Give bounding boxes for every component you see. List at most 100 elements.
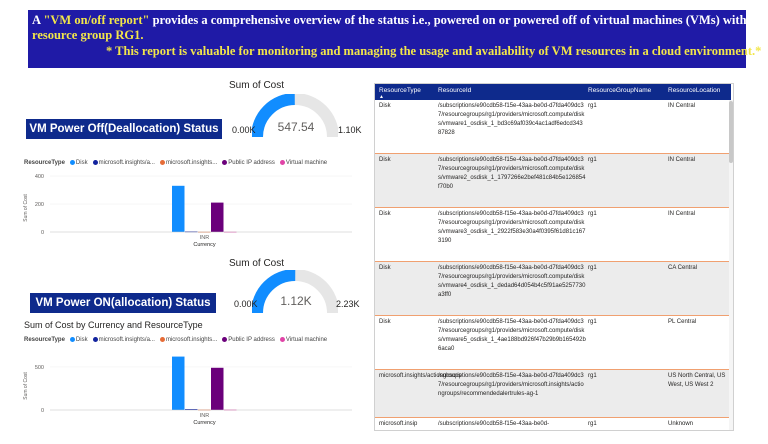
- cell-resourcetype: Disk: [379, 103, 391, 109]
- legend-dot-icon: [279, 160, 285, 165]
- column-header-resourcelocation[interactable]: ResourceLocation: [668, 87, 721, 94]
- y-tick-label: 500: [35, 365, 44, 371]
- table-row[interactable]: Disk/subscriptions/e90cdb58-f15e-43aa-be…: [375, 208, 731, 262]
- cell-resourcegroupname: rg1: [588, 265, 597, 271]
- cell-resourceid: /subscriptions/e90cdb58-f15e-43aa-be0d-d…: [438, 157, 586, 190]
- table-row[interactable]: Disk/subscriptions/e90cdb58-f15e-43aa-be…: [375, 316, 731, 370]
- y-axis-label: Sum of Cost: [23, 372, 29, 400]
- table-row[interactable]: Disk/subscriptions/e90cdb58-f15e-43aa-be…: [375, 262, 731, 316]
- cell-resourceid: /subscriptions/e90cdb58-f15e-43aa-be0d-d…: [438, 265, 586, 298]
- table-row[interactable]: microsoft.insights/actiongroups/subscrip…: [375, 370, 731, 418]
- legend-dot-icon: [69, 160, 75, 165]
- legend-label: microsoft.insights/a...: [98, 337, 155, 344]
- gauge-on-min: 0.00K: [234, 299, 258, 309]
- gauge-on-title: Sum of Cost: [229, 258, 285, 269]
- cell-resourcegroupname: rg1: [588, 319, 597, 325]
- cell-resourcelocation: Unknown: [668, 421, 694, 427]
- cell-resourceid: /subscriptions/e90cdb58-f15e-43aa-be0d-d…: [438, 103, 585, 136]
- legend-label: Disk: [75, 337, 88, 344]
- legend-item-disk[interactable]: Disk: [69, 337, 88, 344]
- bar-public-ip-address: [211, 202, 224, 232]
- table-scrollbar-thumb[interactable]: [729, 101, 733, 163]
- cell-resourcelocation: IN Central: [668, 157, 696, 163]
- y-tick-label: 0: [41, 230, 44, 236]
- cell-resourceid: /subscriptions/e90cdb58-f15e-43aa-be0d-d…: [438, 211, 586, 244]
- legend-item-public-ip[interactable]: Public IP address: [222, 337, 275, 343]
- banner-report-name: "VM on/off report": [43, 13, 150, 27]
- legend-item-vm[interactable]: Virtual machine: [279, 160, 328, 167]
- report-banner: A "VM on/off report" provides a comprehe…: [28, 10, 766, 68]
- table-scrollbar[interactable]: [729, 100, 733, 430]
- x-tick-label: INR: [200, 235, 210, 241]
- legend-dot-icon: [279, 337, 285, 342]
- legend-label: Virtual machine: [285, 160, 328, 167]
- cell-resourcetype: Disk: [379, 157, 391, 163]
- cell-resourceid: /subscriptions/e90cdb58-f15e-43aa-be0d-d…: [438, 373, 584, 397]
- legend-title: ResourceType: [24, 160, 65, 167]
- cell-resourcegroupname: rg1: [588, 421, 597, 427]
- cell-resourcelocation: CA Central: [668, 265, 698, 271]
- banner-line-3: * This report is valuable for monitoring…: [106, 44, 762, 58]
- legend-item-disk[interactable]: Disk: [69, 160, 88, 166]
- cell-resourcetype: microsoft.insip: [379, 421, 418, 427]
- cell-resourcegroupname: rg1: [588, 103, 597, 109]
- column-header-resourcetype[interactable]: ResourceType: [379, 87, 421, 94]
- banner-line-1: A "VM on/off report" provides a comprehe…: [32, 13, 766, 28]
- gauge-off-value: 547.54: [277, 120, 315, 134]
- gauge-on-value: 1.12K: [280, 294, 312, 308]
- sort-ascending-icon[interactable]: ▲: [379, 94, 384, 100]
- cell-resourcelocation: US North Central, US West, US West 2: [668, 373, 726, 388]
- legend-item-vm[interactable]: Virtual machine: [279, 337, 328, 344]
- legend-item-insights[interactable]: microsoft.insights...: [159, 160, 218, 167]
- legend-label: microsoft.insights...: [165, 160, 218, 167]
- cell-resourcelocation: IN Central: [668, 211, 696, 217]
- cell-resourceid: /subscriptions/e90cdb58-f15e-43aa-be0d-: [438, 421, 550, 427]
- chart-1-legend: ResourceType Disk microsoft.insights/a..…: [24, 160, 327, 166]
- column-header-resourceid[interactable]: ResourceId: [438, 87, 472, 94]
- bar-disk: [172, 185, 185, 232]
- legend-title: ResourceType: [24, 337, 65, 344]
- legend-item-insights-a[interactable]: microsoft.insights/a...: [92, 160, 155, 166]
- legend-item-insights-a[interactable]: microsoft.insights/a...: [92, 337, 155, 344]
- gauge-off-min: 0.00K: [232, 125, 256, 135]
- legend-label: Public IP address: [228, 160, 275, 167]
- legend-item-insights[interactable]: microsoft.insights...: [159, 337, 218, 344]
- table-row[interactable]: Disk/subscriptions/e90cdb58-f15e-43aa-be…: [375, 154, 731, 208]
- cell-resourcetype: Disk: [379, 211, 391, 217]
- cell-resourcegroupname: rg1: [588, 157, 597, 163]
- cell-resourceid: /subscriptions/e90cdb58-f15e-43aa-be0d-d…: [438, 319, 586, 352]
- y-tick-label: 400: [35, 174, 44, 180]
- x-axis-label: Currency: [193, 242, 216, 248]
- legend-dot-icon: [159, 160, 165, 165]
- legend-dot-icon: [222, 160, 228, 165]
- vm-power-off-status: VM Power Off(Deallocation) Status: [26, 119, 222, 139]
- cell-resourcegroupname: rg1: [588, 373, 597, 379]
- bar-microsoft-insights-a-: [185, 409, 198, 410]
- resource-table[interactable]: ResourceType ResourceId ResourceGroupNam…: [374, 83, 734, 431]
- gauge-on-fill: [252, 270, 296, 314]
- x-tick-label: INR: [200, 413, 210, 419]
- vm-power-on-status: VM Power ON(allocation) Status: [30, 293, 216, 313]
- cell-resourcelocation: IN Central: [668, 103, 696, 109]
- gauge-off-title: Sum of Cost: [229, 80, 285, 91]
- table-header: ResourceType ResourceId ResourceGroupNam…: [375, 84, 731, 100]
- cell-resourcetype: Disk: [379, 265, 391, 271]
- chart-section-title: Sum of Cost by Currency and ResourceType: [24, 320, 203, 330]
- cell-resourcetype: microsoft.insights/actiongroups: [379, 373, 462, 379]
- legend-item-public-ip[interactable]: Public IP address: [222, 160, 275, 166]
- gauge-off[interactable]: [252, 94, 338, 142]
- table-row[interactable]: Disk/subscriptions/e90cdb58-f15e-43aa-be…: [375, 100, 731, 154]
- gauge-on[interactable]: [252, 270, 338, 318]
- cell-resourcelocation: PL Central: [668, 319, 697, 325]
- banner-text: A: [32, 13, 44, 27]
- gauge-on-max: 2.23K: [336, 299, 360, 309]
- y-axis-label: Sum of Cost: [23, 194, 29, 222]
- column-header-resourcegroupname[interactable]: ResourceGroupName: [588, 87, 652, 94]
- legend-dot-icon: [69, 337, 75, 342]
- legend-label: microsoft.insights...: [165, 337, 218, 344]
- legend-dot-icon: [222, 337, 228, 342]
- table-row[interactable]: microsoft.insip/subscriptions/e90cdb58-f…: [375, 418, 731, 430]
- legend-label: Virtual machine: [285, 337, 328, 344]
